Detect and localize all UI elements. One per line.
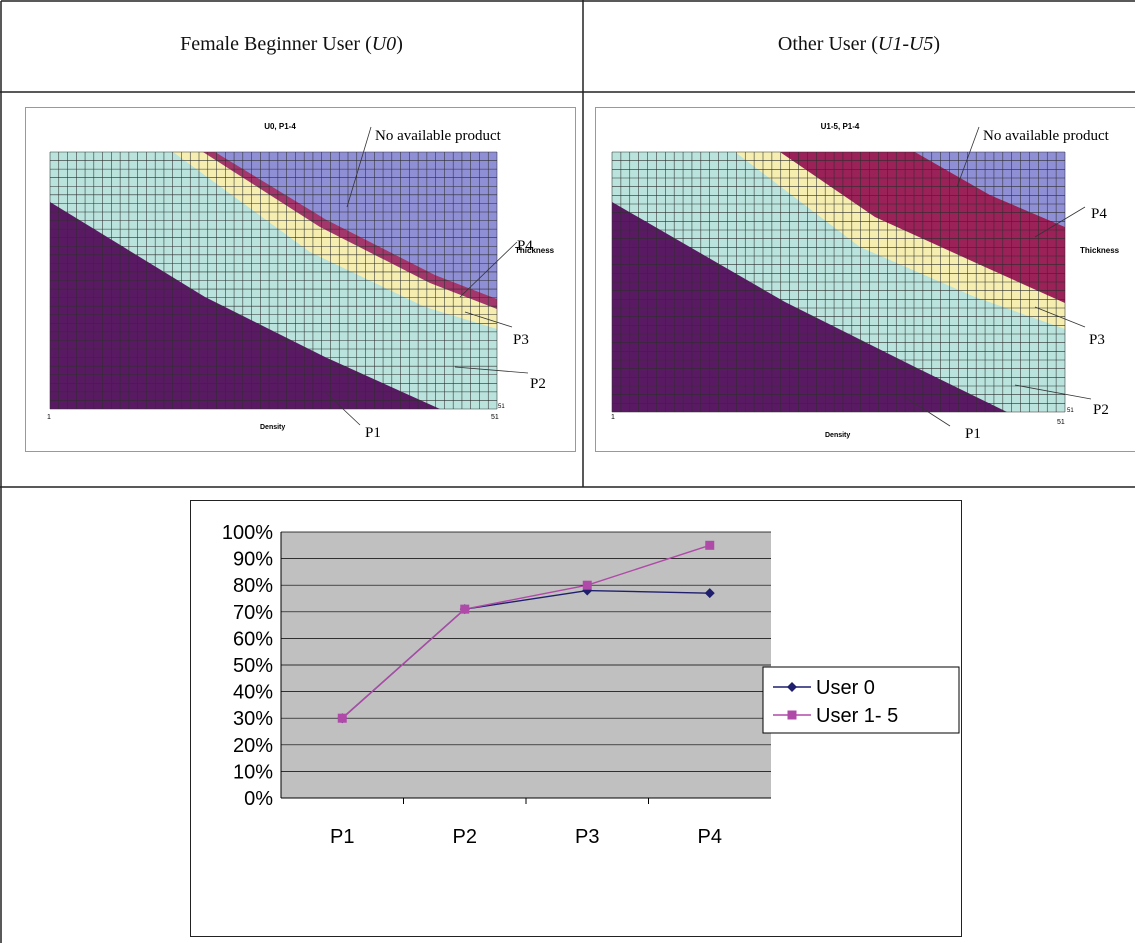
x-tick-label: P4 <box>698 826 722 848</box>
data-point-s0-3 <box>704 588 715 599</box>
p1-leader <box>324 391 361 426</box>
region-none <box>208 152 497 299</box>
region-p3 <box>735 152 1065 329</box>
product-map-u0: U0, P1-4 No available product Thickness … <box>25 107 576 452</box>
label-p3: P3 <box>513 332 529 348</box>
x-min-tick: 1 <box>611 414 615 421</box>
y-tick-label: 100% <box>222 522 273 544</box>
data-point-s1-1 <box>460 604 470 614</box>
y-tick-label: 60% <box>233 628 273 650</box>
right-header-italic: U1-U5 <box>877 33 934 55</box>
y-tick: 51 <box>498 404 505 410</box>
x-tick-label: P3 <box>575 826 599 848</box>
region-p4 <box>203 152 497 309</box>
no-product-label: No available product <box>375 128 502 144</box>
left-header-suffix: ) <box>396 33 403 55</box>
legend <box>762 666 960 734</box>
line-chart: 0% 10% 20% 30% 40% 50% 60% 70% 80% 90% 100% P1 P2 P3 P… <box>222 522 960 848</box>
map-grid <box>611 151 1066 413</box>
p4-leader <box>1034 206 1086 238</box>
left-header-text: Female Beginner User ( <box>180 33 372 55</box>
y-axis-label: Thickness <box>515 246 555 255</box>
x-max-tick: 51 <box>491 414 499 421</box>
label-p1: P1 <box>965 426 981 442</box>
y-tick-label: 0% <box>244 788 273 810</box>
y-tick-label: 40% <box>233 682 273 704</box>
data-point-s1-0 <box>337 713 347 723</box>
x-min-tick: 1 <box>47 414 51 421</box>
p1-leader <box>904 396 951 427</box>
left-column-header: Female Beginner User (U0) <box>0 33 583 56</box>
region-none <box>915 152 1065 227</box>
no-product-leader <box>956 126 980 188</box>
data-point-s1-3 <box>705 540 715 550</box>
label-p1: P1 <box>365 425 381 441</box>
legend-marker <box>787 710 797 720</box>
region-p3 <box>173 152 497 329</box>
legend-marker <box>787 682 797 692</box>
p3-leader <box>1034 306 1086 328</box>
y-axis-label: Thickness <box>1080 246 1120 255</box>
y-tick-label: 80% <box>233 575 273 597</box>
no-product-leader <box>346 126 372 208</box>
p3-leader <box>464 311 513 328</box>
x-axis-label: Density <box>260 424 285 431</box>
y-tick: 51 <box>1067 408 1074 414</box>
y-tick-label: 50% <box>233 655 273 677</box>
x-max-tick: 51 <box>1057 419 1065 426</box>
y-tick-label: 90% <box>233 549 273 571</box>
x-tick-label: P1 <box>330 826 354 848</box>
label-p4: P4 <box>517 238 533 254</box>
region-p1 <box>50 202 440 409</box>
y-tick-label: 70% <box>233 602 273 624</box>
y-tick-label: 10% <box>233 761 273 783</box>
p4-leader <box>459 241 518 298</box>
label-p2: P2 <box>530 376 546 392</box>
y-tick-label: 20% <box>233 735 273 757</box>
product-map-u1-5: U1-5, P1-4 No available product Thicknes… <box>595 107 1135 452</box>
label-p2: P2 <box>1093 402 1109 418</box>
left-header-italic: U0 <box>371 33 397 55</box>
legend-label: User 1- 5 <box>816 705 898 727</box>
p2-leader <box>454 366 529 374</box>
x-axis-label: Density <box>825 432 850 439</box>
right-header-text: Other User ( <box>777 33 878 55</box>
series-line-1 <box>341 544 710 719</box>
label-p4: P4 <box>1091 206 1107 222</box>
data-point-s1-2 <box>582 580 592 590</box>
no-product-label: No available product <box>983 128 1110 144</box>
map-title: U1-5, P1-4 <box>821 122 860 131</box>
line-chart-frame: 0% 10% 20% 30% 40% 50% 60% 70% 80% 90% 100% P1 P2 P3 P… <box>190 500 962 937</box>
legend-label: User 0 <box>816 677 875 699</box>
right-header-suffix: ) <box>933 33 941 55</box>
x-tick-label: P2 <box>453 826 477 848</box>
y-tick-label: 30% <box>233 708 273 730</box>
map-title: U0, P1-4 <box>264 122 296 131</box>
right-column-header: Other User (U1-U5) <box>583 33 1135 56</box>
label-p3: P3 <box>1089 332 1105 348</box>
p2-leader <box>1014 384 1092 400</box>
map-grid <box>49 151 498 410</box>
region-p1 <box>612 202 1007 412</box>
